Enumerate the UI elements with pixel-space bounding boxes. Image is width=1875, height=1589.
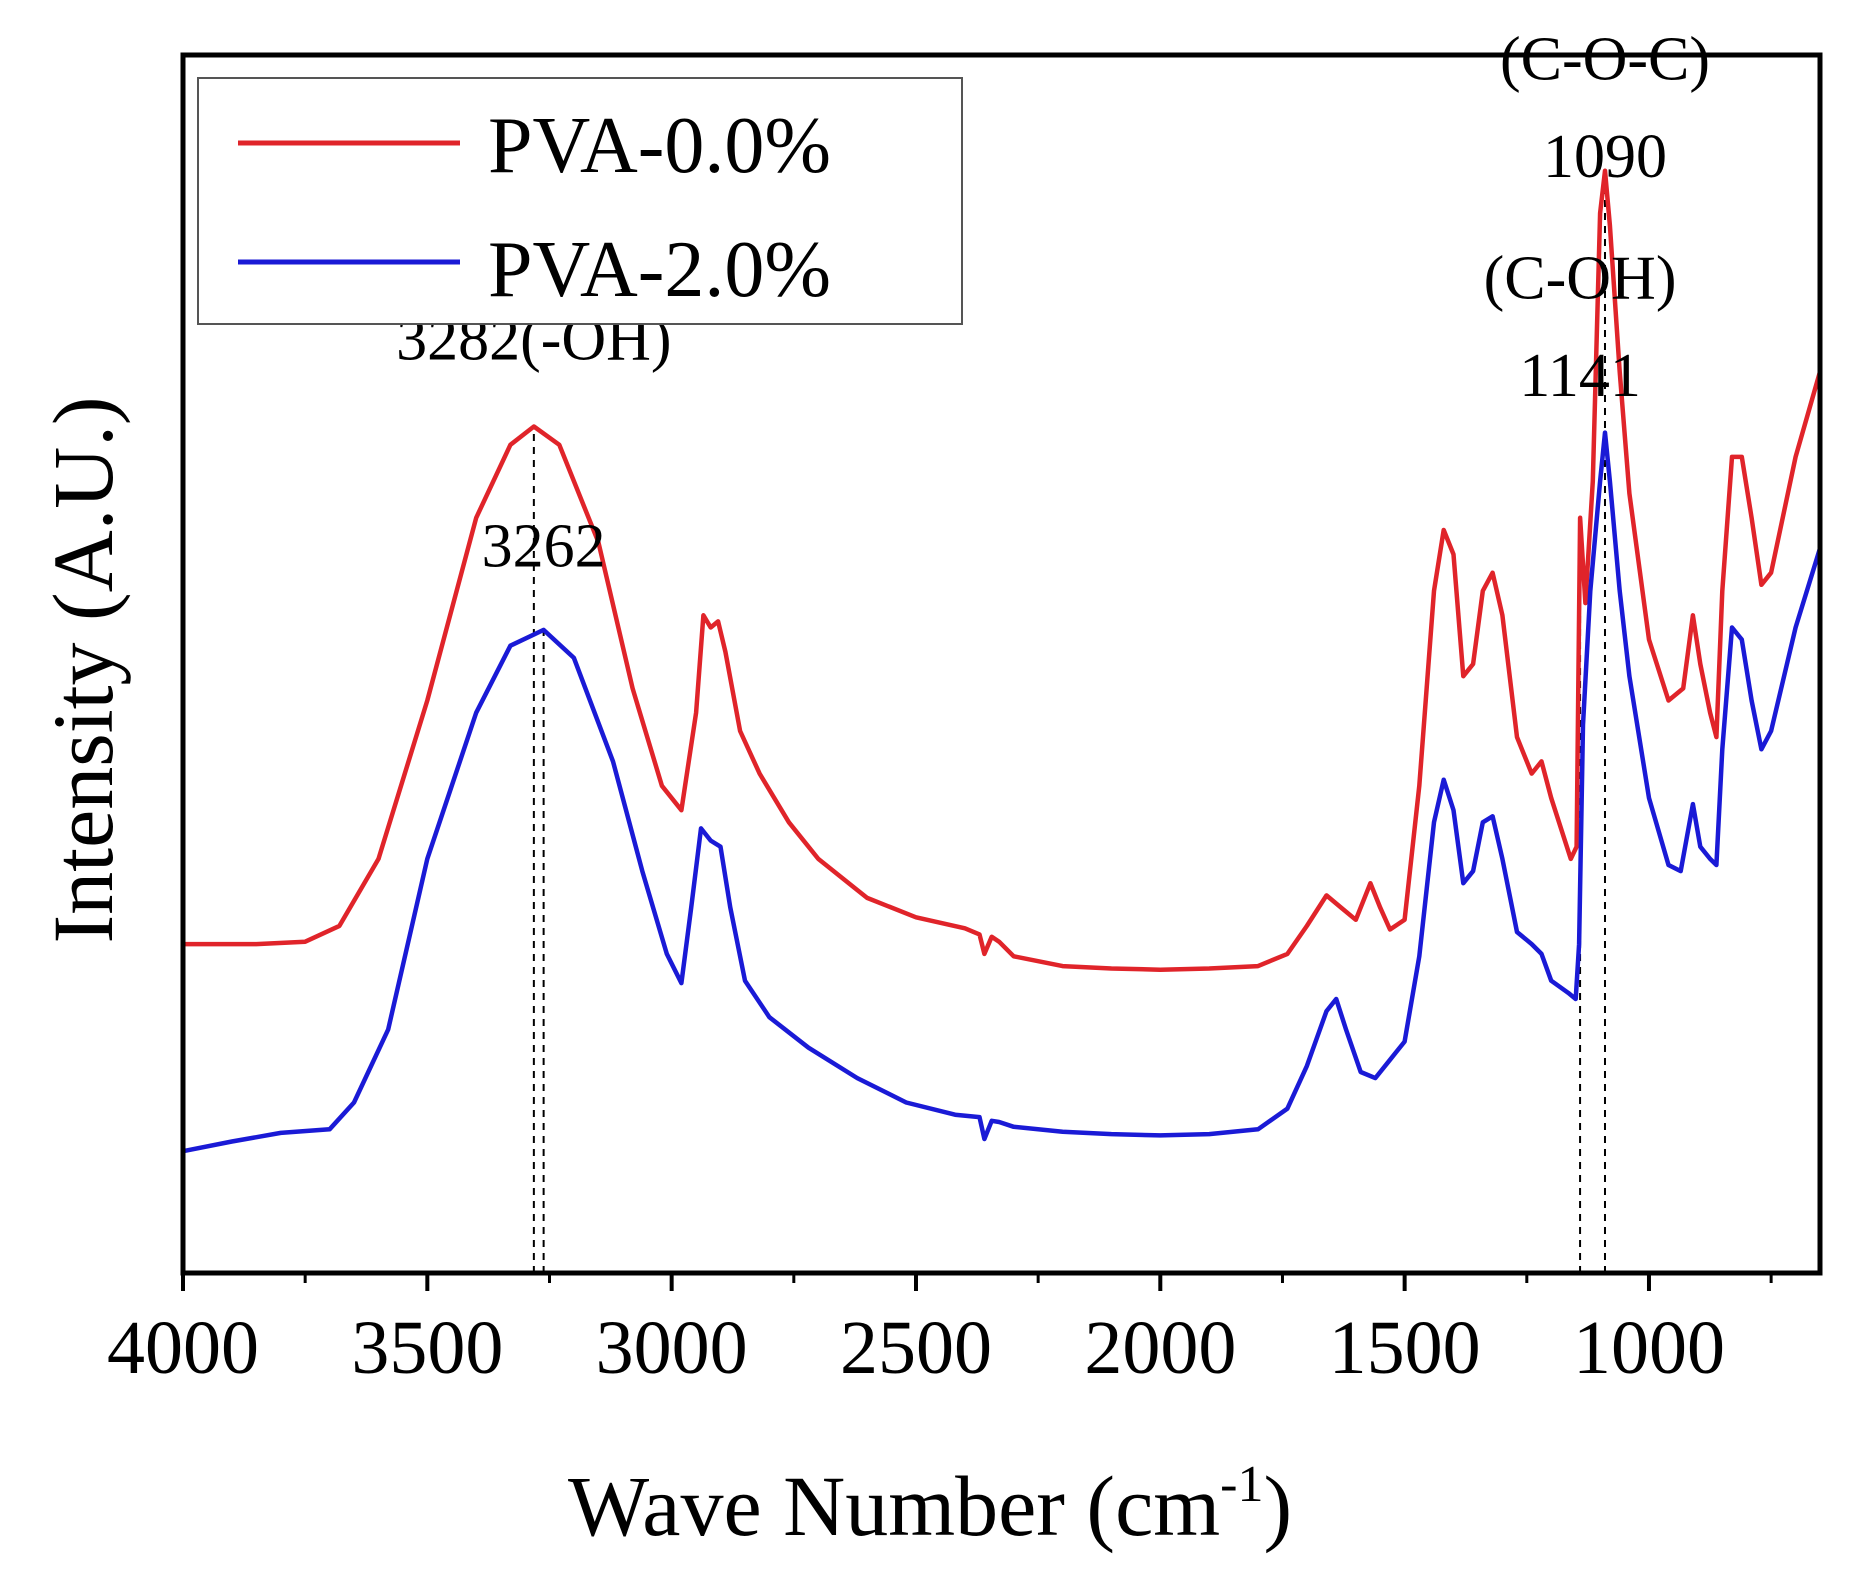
series-group [182,168,1823,1154]
x-tick-label-1000: 1000 [1573,1306,1725,1390]
x-ticks [181,1273,1773,1291]
x-tick-label-2500: 2500 [840,1306,992,1390]
x-axis-title-end: ) [1263,1458,1292,1554]
annotation-1090: 1090 [1543,123,1667,191]
annotation-c-o-c: (C-O-C) [1500,25,1710,93]
plot-frame [180,52,1823,1276]
legend-label-pva-0: PVA-0.0% [488,102,831,190]
x-tick-label-3500: 3500 [351,1306,503,1390]
annotation-c-oh: (C-OH) [1484,245,1677,313]
x-axis-title-main: Wave Number (cm [568,1458,1220,1554]
annotation-3262: 3262 [482,513,606,581]
x-axis-title: Wave Number (cm-1) [568,1456,1292,1554]
series-line-pva-0-0 [183,168,1823,972]
y-axis-title: Intensity (A.U.) [35,397,131,944]
x-tick-label-4000: 4000 [107,1306,259,1390]
x-tick-label-3000: 3000 [596,1306,748,1390]
legend: PVA-0.0% PVA-2.0% [197,77,963,325]
legend-box [197,77,963,325]
legend-label-pva-2: PVA-2.0% [488,226,831,314]
x-tick-label-2000: 2000 [1084,1306,1236,1390]
x-tick-label-1500: 1500 [1329,1306,1481,1390]
series-line-pva-2-0 [182,430,1823,1154]
annotation-1141: 1141 [1519,342,1641,410]
x-tick-labels: 4000 3500 3000 2500 2000 1500 1000 [107,1306,1725,1390]
x-axis-title-sup: -1 [1220,1456,1263,1513]
